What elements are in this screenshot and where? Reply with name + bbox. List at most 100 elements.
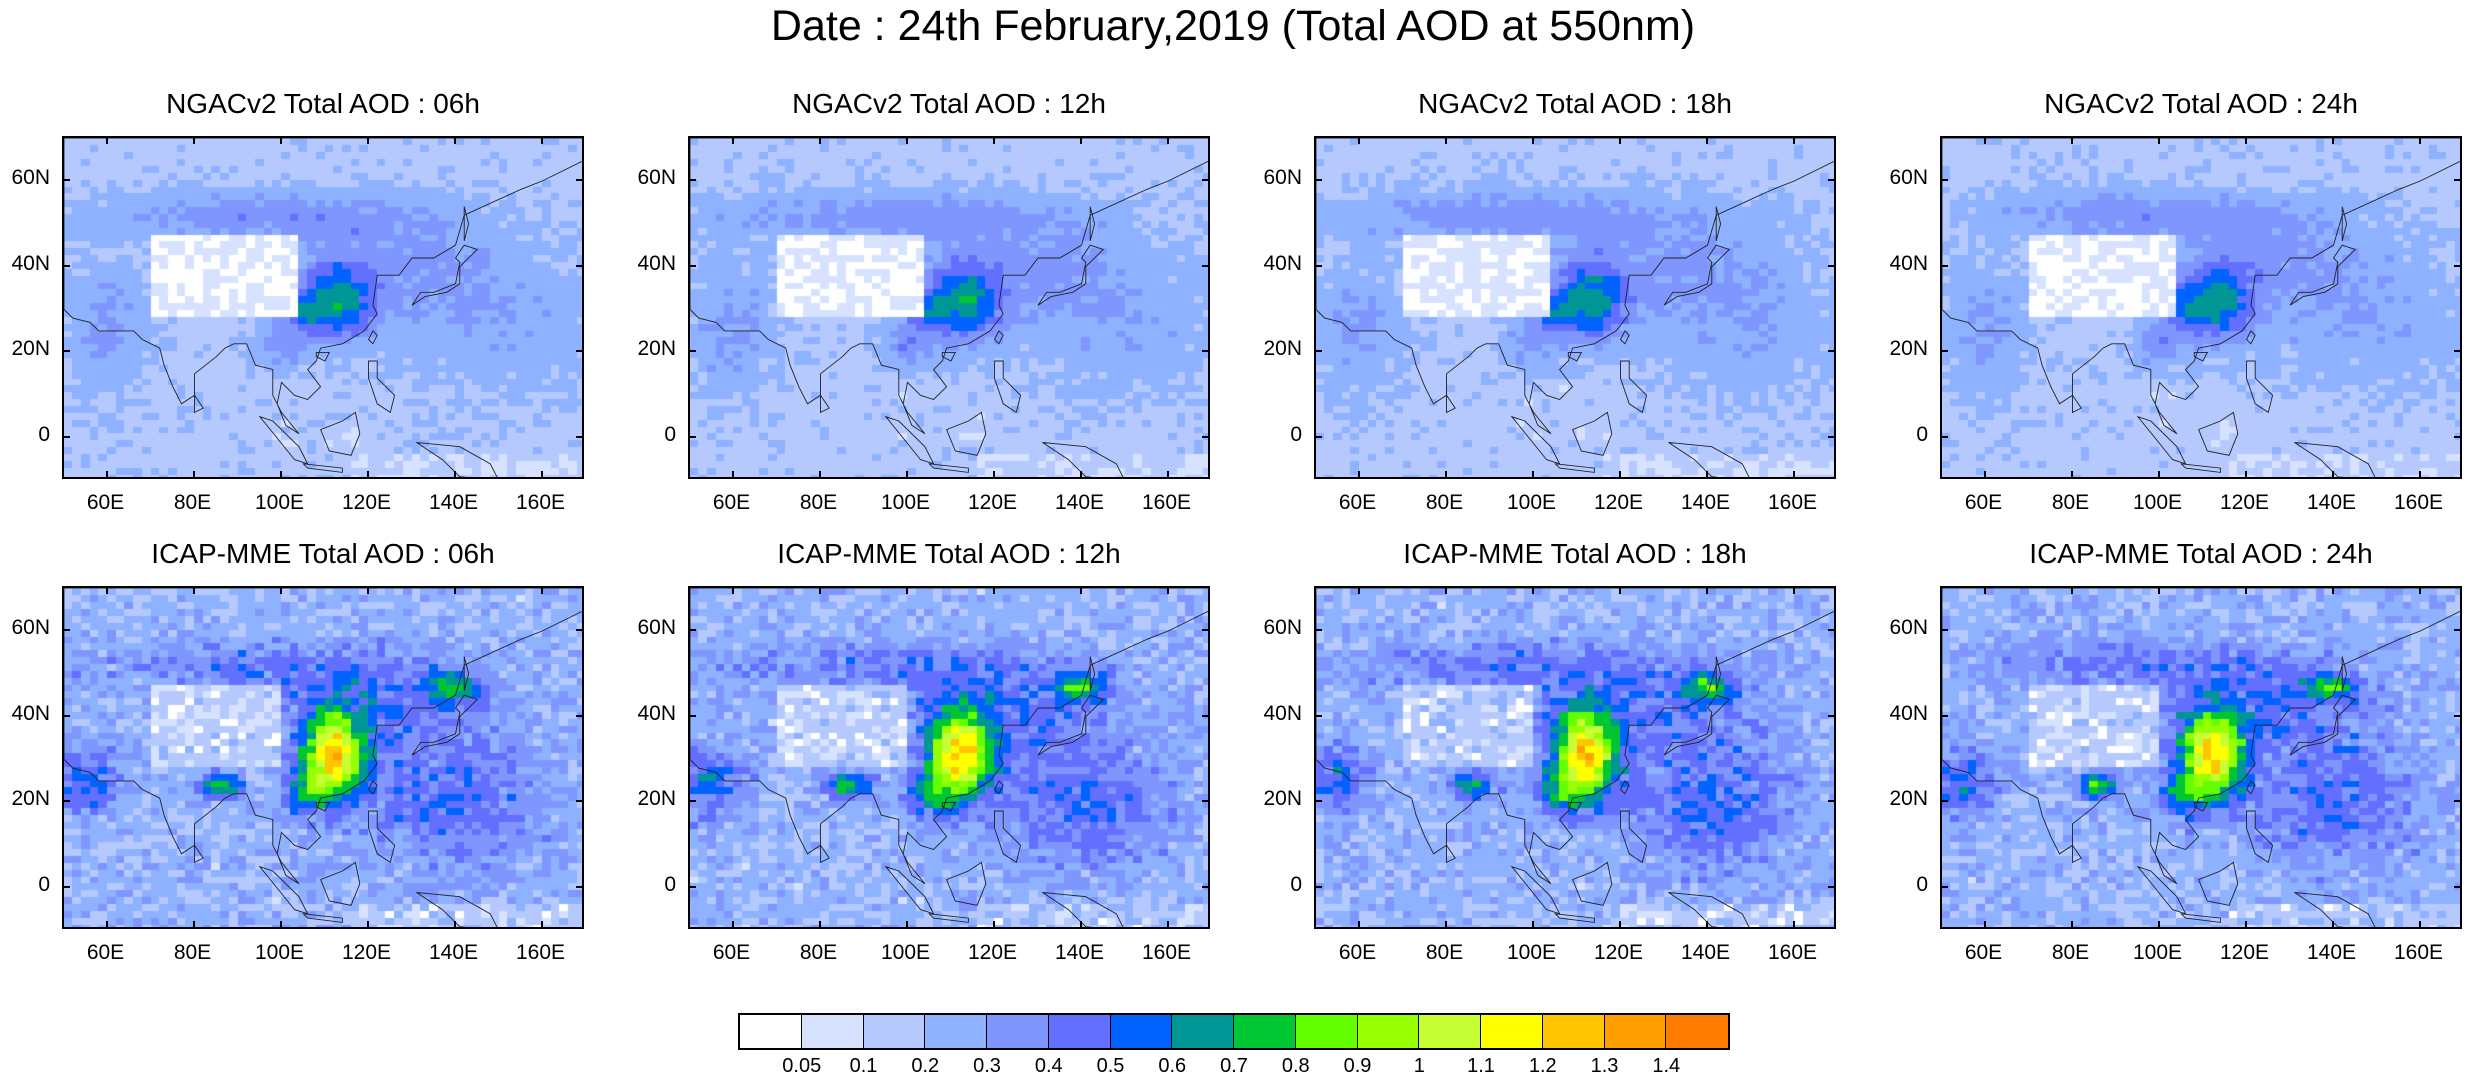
map-panel: NGACv2 Total AOD : 06h 60N 40N 20N 0 60E 80E 10… <box>11 88 584 514</box>
x-tick-label: 60E <box>1338 491 1377 514</box>
y-tick <box>62 178 70 181</box>
x-tick <box>453 136 456 144</box>
x-tick <box>279 586 282 594</box>
map-panel: ICAP-MME Total AOD : 24h 60N 40N 20N 0 60E 80E… <box>1889 538 2462 964</box>
x-tick-label: 160E <box>2393 941 2444 964</box>
x-tick-label: 120E <box>341 491 392 514</box>
colorbar-label: 0.05 <box>782 1055 822 1077</box>
coastline-path <box>64 138 582 477</box>
colorbar-label: 0.6 <box>1158 1055 1187 1077</box>
x-tick-label: 160E <box>515 491 566 514</box>
x-tick-label: 100E <box>2132 941 2183 964</box>
y-tick <box>1314 264 1322 267</box>
coastlines <box>1942 138 2460 477</box>
y-tick <box>1940 436 1948 439</box>
y-tick-label: 60N <box>1889 165 1928 189</box>
x-tick <box>731 471 734 479</box>
y-tick <box>688 714 696 717</box>
y-tick <box>1940 350 1948 353</box>
colorbar-box <box>1172 1015 1234 1048</box>
y-tick <box>1828 264 1836 267</box>
map-plot-area <box>1314 136 1836 479</box>
x-tick-label: 100E <box>254 491 305 514</box>
x-tick <box>1166 136 1169 144</box>
panel-title: NGACv2 Total AOD : 12h <box>792 88 1106 119</box>
y-tick <box>62 350 70 353</box>
x-tick <box>2070 921 2073 929</box>
x-tick-label: 160E <box>515 941 566 964</box>
x-tick <box>1079 586 1082 594</box>
x-tick <box>366 921 369 929</box>
x-tick <box>453 471 456 479</box>
x-tick <box>2070 586 2073 594</box>
y-tick <box>2454 800 2462 803</box>
colorbar <box>738 1013 1730 1050</box>
x-tick <box>279 136 282 144</box>
x-tick <box>1357 471 1360 479</box>
x-tick <box>279 921 282 929</box>
y-tick <box>62 264 70 267</box>
x-tick <box>1079 471 1082 479</box>
y-tick-label: 0 <box>1916 423 1928 447</box>
x-tick <box>1166 586 1169 594</box>
y-tick-label: 0 <box>664 423 676 447</box>
y-tick <box>1828 178 1836 181</box>
colorbar-label: 1 <box>1413 1055 1425 1077</box>
x-tick <box>818 136 821 144</box>
y-tick <box>1314 886 1322 889</box>
y-tick-label: 20N <box>1889 337 1928 361</box>
x-tick <box>1531 136 1534 144</box>
colorbar-label: 1.4 <box>1652 1055 1681 1077</box>
colorbar-label: 0.5 <box>1096 1055 1125 1077</box>
y-tick <box>688 436 696 439</box>
coastline-path <box>690 138 1208 477</box>
y-tick-label: 60N <box>11 615 50 639</box>
y-tick <box>576 714 584 717</box>
y-tick <box>62 436 70 439</box>
coastline-path <box>64 588 582 927</box>
x-tick <box>992 921 995 929</box>
x-tick <box>105 136 108 144</box>
y-tick <box>62 714 70 717</box>
x-tick <box>453 921 456 929</box>
y-tick-label: 0 <box>1290 873 1302 897</box>
x-tick-label: 140E <box>2306 491 2357 514</box>
x-tick-label: 60E <box>1338 941 1377 964</box>
colorbar-box <box>1604 1015 1667 1048</box>
y-tick-label: 40N <box>11 251 50 275</box>
x-tick <box>2331 136 2334 144</box>
x-tick-label: 80E <box>1425 491 1464 514</box>
x-tick <box>1792 586 1795 594</box>
y-tick <box>1202 436 1210 439</box>
colorbar-label: 0.3 <box>973 1055 1001 1077</box>
x-tick <box>905 136 908 144</box>
x-tick-label: 140E <box>1680 941 1731 964</box>
y-tick <box>1828 714 1836 717</box>
x-tick <box>1983 471 1986 479</box>
colorbar-label: 0.2 <box>911 1055 940 1077</box>
main-title: Date : 24th February,2019 (Total AOD at … <box>770 2 1696 50</box>
y-tick <box>1202 178 1210 181</box>
x-tick <box>2244 586 2247 594</box>
x-tick <box>540 136 543 144</box>
x-tick-label: 60E <box>86 491 125 514</box>
y-tick <box>1202 350 1210 353</box>
colorbar-box <box>1542 1015 1605 1048</box>
y-tick-label: 0 <box>664 873 676 897</box>
colorbar-label: 1.2 <box>1528 1055 1557 1077</box>
colorbar-box <box>863 1015 926 1048</box>
colorbar-label: 1.1 <box>1467 1055 1495 1077</box>
x-tick <box>1531 471 1534 479</box>
y-tick <box>688 886 696 889</box>
y-tick <box>1202 264 1210 267</box>
x-tick <box>818 921 821 929</box>
x-tick-label: 140E <box>1054 941 1105 964</box>
aod-field <box>1942 588 2460 927</box>
y-tick <box>2454 886 2462 889</box>
x-tick <box>2244 921 2247 929</box>
y-tick-label: 60N <box>1889 615 1928 639</box>
colorbar-box <box>1419 1015 1481 1048</box>
colorbar-box <box>1110 1015 1173 1048</box>
x-tick-label: 140E <box>2306 941 2357 964</box>
x-tick <box>2331 921 2334 929</box>
